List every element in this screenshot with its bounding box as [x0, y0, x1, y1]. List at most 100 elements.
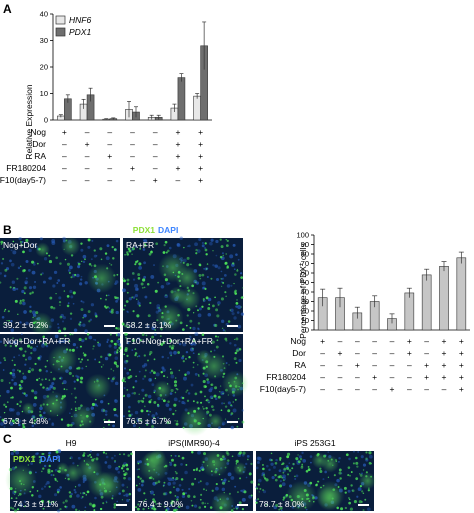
chart-a-error-bar [111, 117, 116, 120]
chart-a-error-bar [134, 106, 138, 118]
chart-b-ytick-label: 60 [301, 269, 309, 278]
chart-b-error-bar [424, 268, 430, 281]
chart-b-bar [439, 266, 449, 331]
treatment-row-label: RA [294, 360, 306, 370]
treatment-mark: + [407, 336, 412, 346]
stain-label-pdx1-c: PDX1 [13, 454, 35, 464]
chart-a-ylabel: Relative Expression [24, 84, 34, 159]
treatment-mark: – [62, 151, 67, 161]
chart-b-error-bar [354, 306, 360, 319]
chart-a-error-bar [172, 103, 177, 113]
micrograph-b-3 [0, 333, 122, 431]
treatment-mark: + [198, 127, 203, 137]
treatment-mark: + [407, 348, 412, 358]
chart-b-ytick-label: 70 [301, 259, 309, 268]
treatment-mark: + [372, 372, 377, 382]
treatment-row-label: Nog [30, 127, 46, 137]
chart-a-axes: 0 10 20 30 40 [40, 10, 212, 125]
chart-b-ytick-label: 80 [301, 250, 309, 259]
treatment-mark: + [424, 360, 429, 370]
micrograph-percentage: 58.2 ± 6.1% [126, 320, 172, 330]
treatment-mark: – [62, 139, 67, 149]
treatment-mark: – [130, 127, 135, 137]
chart-b-error-bar [372, 295, 378, 308]
treatment-mark: – [320, 348, 325, 358]
chart-a-legend: HNF6 PDX1 [55, 15, 91, 37]
legend-swatch-hnf6 [55, 15, 66, 25]
chart-b-bar [404, 292, 415, 331]
treatment-mark: – [153, 139, 158, 149]
chart-a-ytick-label: 0 [44, 116, 48, 125]
treatment-mark: – [153, 151, 158, 161]
chart-a-error-bar [156, 114, 161, 120]
treatment-mark: + [459, 372, 464, 382]
treatment-mark: + [175, 163, 180, 173]
chart-a-error-bar [81, 98, 86, 109]
micrograph-condition-label: F10+Nog+Dor+RA+FR [126, 336, 213, 346]
treatment-mark: + [442, 348, 447, 358]
treatment-mark: – [85, 127, 90, 137]
micrograph-c-1 [5, 449, 133, 513]
treatment-mark: + [198, 175, 203, 185]
treatment-row-label: RA [34, 151, 46, 161]
treatment-row-label: Dor [32, 139, 46, 149]
micrograph-condition-label: Nog+Dor [3, 240, 37, 250]
treatment-mark: + [459, 348, 464, 358]
treatment-mark: + [320, 336, 325, 346]
micrograph-percentage: 74.3 ± 9.1% [13, 499, 59, 509]
treatment-mark: – [355, 384, 360, 394]
chart-a-ytick-label: 20 [40, 63, 48, 72]
treatment-mark: + [198, 163, 203, 173]
treatment-mark: – [442, 384, 447, 394]
treatment-mark: + [459, 336, 464, 346]
chart-b-ytick-label: 0 [305, 326, 309, 335]
treatment-mark: – [390, 372, 395, 382]
chart-a-treatment-table: Nog + – – – – + + Dor – + – – – + + RA – – + – – + + FR180204 – – –… [0, 127, 203, 185]
treatment-mark: + [107, 151, 112, 161]
micrographs-c: H9 74.3 ± 9.1% iPS(IMR90)-4 76.4 ± 9.0% iPS … [5, 438, 377, 513]
legend-swatch-pdx1 [55, 27, 66, 37]
stain-label-dapi-c: DAPI [40, 454, 60, 464]
treatment-mark: – [372, 384, 377, 394]
treatment-mark: – [338, 372, 343, 382]
treatment-mark: + [85, 139, 90, 149]
treatment-mark: – [372, 348, 377, 358]
micrograph-percentage: 39.2 ± 6.2% [3, 320, 49, 330]
panel-a-letter: A [3, 2, 12, 16]
chart-a-bar-pdx1 [177, 77, 186, 121]
treatment-mark: – [338, 384, 343, 394]
micrograph-b-1 [0, 236, 121, 336]
chart-b-error-bar [406, 287, 412, 298]
treatment-mark: + [130, 163, 135, 173]
chart-a-error-bar [127, 101, 131, 118]
treatment-row-label: F10(day5-7) [0, 175, 46, 185]
treatment-mark: – [107, 127, 112, 137]
chart-b-ytick-label: 50 [301, 278, 309, 287]
chart-a-ytick-label: 40 [40, 10, 48, 19]
treatment-mark: + [198, 139, 203, 149]
micrograph-percentage: 76.4 ± 9.0% [138, 499, 184, 509]
treatment-mark: – [130, 139, 135, 149]
panel-b-letter: B [3, 223, 12, 237]
treatment-mark: – [355, 336, 360, 346]
treatment-mark: + [355, 360, 360, 370]
chart-a-error-bar [65, 94, 70, 103]
stain-label-dapi-b: DAPI [158, 225, 178, 235]
chart-a-ytick-label: 10 [40, 89, 48, 98]
treatment-row-label: F10(day5-7) [260, 384, 306, 394]
micrograph-percentage: 76.5 ± 6.7% [126, 416, 172, 426]
micrograph-b-4 [121, 332, 249, 437]
treatment-mark: – [424, 336, 429, 346]
scale-bar [227, 421, 238, 423]
treatment-mark: + [198, 151, 203, 161]
treatment-mark: – [153, 163, 158, 173]
legend-label-pdx1: PDX1 [69, 27, 91, 37]
micrograph-percentage: 67.3 ± 4.8% [3, 416, 49, 426]
treatment-mark: – [424, 348, 429, 358]
chart-a-bars [57, 21, 208, 121]
treatment-mark: – [424, 384, 429, 394]
micrograph-c-title: iPS(IMR90)-4 [168, 438, 220, 448]
scale-bar [104, 421, 115, 423]
